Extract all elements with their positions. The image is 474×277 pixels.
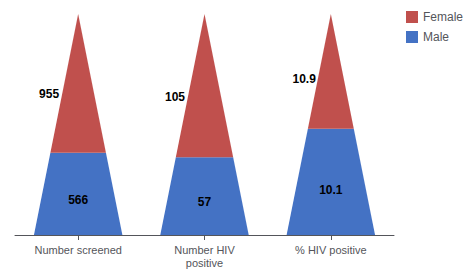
svg-text:566: 566	[68, 193, 88, 207]
svg-text:105: 105	[165, 90, 185, 104]
svg-text:Number screened: Number screened	[34, 244, 121, 256]
svg-text:% HIV positive: % HIV positive	[295, 244, 367, 256]
svg-text:955: 955	[39, 87, 59, 101]
svg-text:Number HIV: Number HIV	[174, 244, 235, 256]
svg-text:Female: Female	[423, 10, 463, 24]
svg-text:positive: positive	[186, 257, 223, 269]
svg-text:57: 57	[198, 195, 212, 209]
svg-text:Male: Male	[423, 30, 449, 44]
svg-text:10.9: 10.9	[293, 72, 317, 86]
svg-text:10.1: 10.1	[319, 183, 343, 197]
